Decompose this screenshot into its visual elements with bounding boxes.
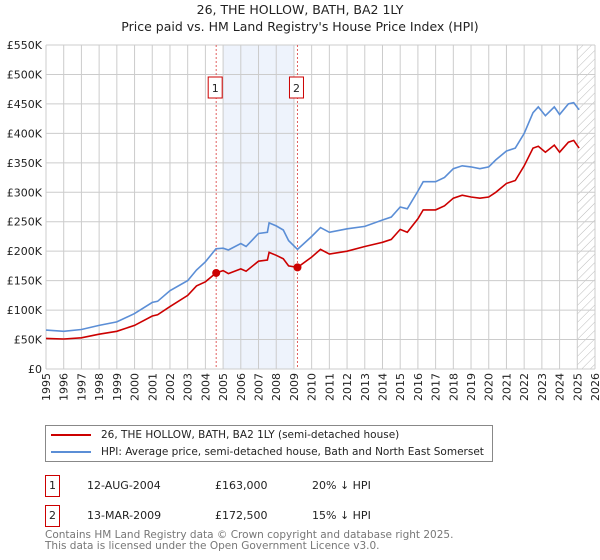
x-tick-label: 2013 <box>359 373 372 401</box>
footer-copyright: Contains HM Land Registry data © Crown c… <box>45 529 454 541</box>
y-tick-label: £350K <box>7 157 43 170</box>
annotation-box <box>288 76 304 99</box>
legend-swatch-hpi <box>51 451 91 453</box>
sale-annotation-box: 1 <box>207 76 223 99</box>
x-tick-label: 2009 <box>288 373 301 401</box>
x-tick-label: 1997 <box>75 373 88 401</box>
x-tick-label: 1998 <box>93 373 106 401</box>
transaction-price: £172,500 <box>215 509 268 522</box>
x-tick-label: 2019 <box>465 373 478 401</box>
x-tick-label: 2000 <box>129 373 142 401</box>
y-tick-label: £0 <box>28 363 42 376</box>
x-tick-label: 1999 <box>111 373 124 401</box>
annotation-label: 1 <box>212 82 219 95</box>
legend: 26, THE HOLLOW, BATH, BA2 1LY (semi-deta… <box>45 425 493 462</box>
sale-point <box>212 268 221 277</box>
y-tick-label: £50K <box>14 334 43 347</box>
footer: Contains HM Land Registry data © Crown c… <box>45 530 453 552</box>
x-tick-label: 1996 <box>58 373 71 401</box>
x-tick-label: 2018 <box>447 373 460 401</box>
transaction-date: 12-AUG-2004 <box>87 479 161 492</box>
x-tick-label: 2017 <box>430 373 443 401</box>
x-tick-label: 2002 <box>164 373 177 401</box>
y-tick-label: £450K <box>7 98 43 111</box>
y-tick-label: £250K <box>7 216 43 229</box>
x-tick-label: 2006 <box>235 373 248 401</box>
transaction-row: 2 13-MAR-2009 £172,500 15% ↓ HPI <box>45 505 545 527</box>
y-tick-label: £150K <box>7 275 43 288</box>
transaction-marker: 1 <box>45 475 60 497</box>
chart-title: 26, THE HOLLOW, BATH, BA2 1LY <box>196 2 404 17</box>
legend-label-property: 26, THE HOLLOW, BATH, BA2 1LY (semi-deta… <box>101 429 400 441</box>
x-tick-label: 2003 <box>182 373 195 401</box>
transaction-row: 1 12-AUG-2004 £163,000 20% ↓ HPI <box>45 475 545 497</box>
hpi-series-line <box>45 101 580 333</box>
x-tick-label: 2001 <box>146 373 159 401</box>
x-tick-label: 2025 <box>571 373 584 401</box>
y-tick-label: £300K <box>7 186 43 199</box>
x-tick-label: 2021 <box>500 373 513 401</box>
annotation-box <box>207 76 223 99</box>
y-tick-label: £100K <box>7 304 43 317</box>
transaction-hpi-diff: 20% ↓ HPI <box>312 479 371 492</box>
transaction-price: £163,000 <box>215 479 268 492</box>
y-tick-label: £500K <box>7 68 43 81</box>
transaction-hpi-diff: 15% ↓ HPI <box>312 509 371 522</box>
x-tick-label: 2024 <box>554 373 567 401</box>
x-tick-label: 2008 <box>270 373 283 401</box>
x-tick-label: 1995 <box>40 373 53 401</box>
legend-item-property: 26, THE HOLLOW, BATH, BA2 1LY (semi-deta… <box>51 427 399 443</box>
footer-licence: This data is licensed under the Open Gov… <box>45 540 380 552</box>
legend-item-hpi: HPI: Average price, semi-detached house,… <box>51 444 484 460</box>
x-tick-label: 2010 <box>306 373 319 401</box>
y-tick-label: £550K <box>7 39 43 52</box>
x-tick-label: 2012 <box>341 373 354 401</box>
x-tick-label: 2015 <box>394 373 407 401</box>
transaction-date: 13-MAR-2009 <box>87 509 162 522</box>
x-tick-label: 2020 <box>483 373 496 401</box>
y-tick-label: £400K <box>7 127 43 140</box>
chart-subtitle: Price paid vs. HM Land Registry's House … <box>121 19 479 34</box>
sale-annotation-box: 2 <box>288 76 304 99</box>
x-tick-label: 2023 <box>536 373 549 401</box>
x-tick-label: 2004 <box>199 373 212 401</box>
legend-swatch-property <box>51 434 91 436</box>
property-series-line <box>45 139 580 340</box>
x-tick-label: 2016 <box>412 373 425 401</box>
y-tick-label: £200K <box>7 245 43 258</box>
legend-label-hpi: HPI: Average price, semi-detached house,… <box>101 446 484 458</box>
x-tick-label: 2022 <box>518 373 531 401</box>
x-tick-label: 2005 <box>217 373 230 401</box>
x-tick-label: 2011 <box>323 373 336 401</box>
sale-point <box>293 263 302 272</box>
price-chart: 1995 1996 1997 1998 1999 2000 2001 2002 2003 2004… <box>7 39 600 401</box>
forecast-hatch <box>577 45 595 369</box>
annotation-label: 2 <box>293 82 300 95</box>
x-tick-label: 2026 <box>589 373 600 401</box>
transaction-marker: 2 <box>45 505 60 527</box>
x-tick-label: 2007 <box>253 373 266 401</box>
x-tick-label: 2014 <box>376 373 389 401</box>
